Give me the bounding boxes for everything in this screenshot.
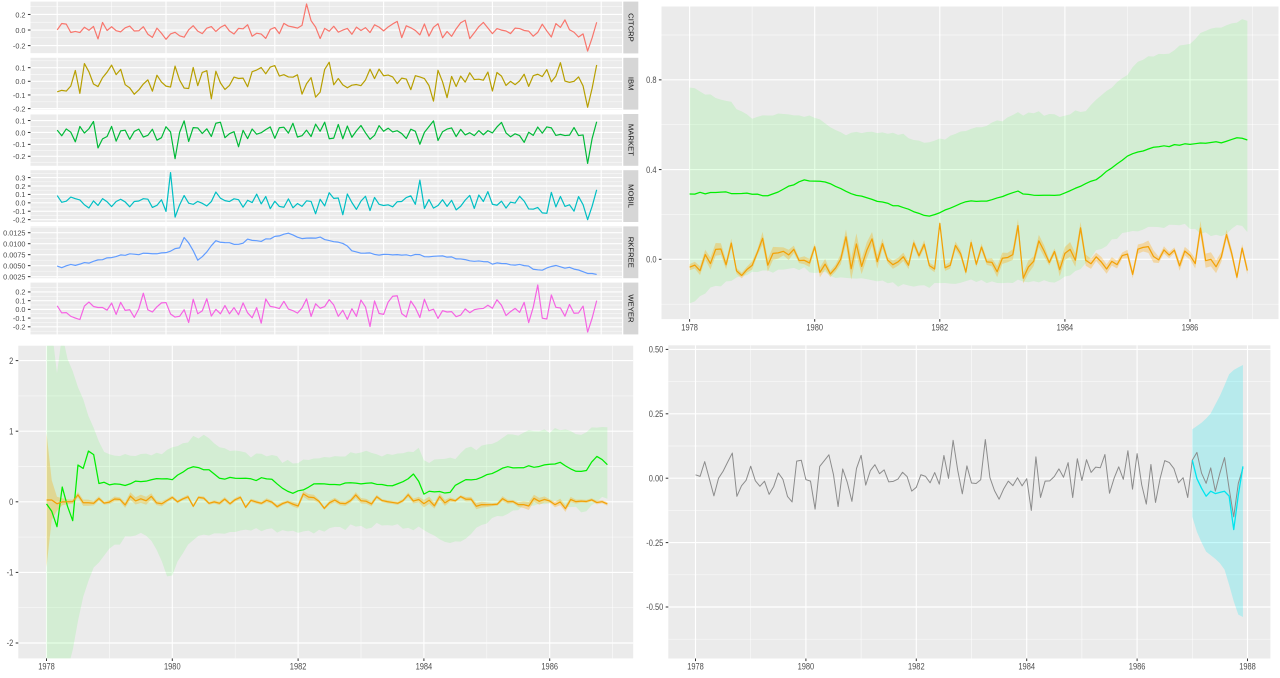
svg-text:0.25: 0.25 [649, 409, 664, 419]
svg-text:1982: 1982 [290, 662, 307, 672]
svg-text:-0.50: -0.50 [646, 603, 663, 613]
svg-text:1988: 1988 [1239, 662, 1256, 672]
svg-text:-1: -1 [7, 568, 14, 578]
svg-text:0.0025: 0.0025 [3, 272, 25, 281]
svg-text:0.0125: 0.0125 [3, 228, 25, 237]
svg-text:WEYER: WEYER [626, 294, 635, 323]
svg-text:-0.2: -0.2 [13, 215, 26, 224]
svg-text:0.2: 0.2 [15, 182, 25, 191]
svg-text:IBM: IBM [626, 77, 635, 91]
svg-text:0.0: 0.0 [15, 128, 25, 137]
svg-text:-0.2: -0.2 [13, 41, 26, 50]
svg-text:CITCRP: CITCRP [626, 13, 635, 42]
svg-text:0.2: 0.2 [15, 288, 25, 297]
svg-text:0.1: 0.1 [15, 296, 25, 305]
svg-text:1986: 1986 [1182, 323, 1199, 333]
svg-text:1984: 1984 [1057, 323, 1074, 333]
svg-text:-0.2: -0.2 [13, 152, 26, 161]
svg-text:-0.2: -0.2 [13, 322, 26, 331]
svg-text:1980: 1980 [806, 323, 823, 333]
svg-text:1986: 1986 [541, 662, 558, 672]
svg-text:1980: 1980 [798, 662, 815, 672]
svg-text:-0.1: -0.1 [13, 140, 26, 149]
svg-text:MARKET: MARKET [626, 124, 635, 156]
svg-text:RKFREE: RKFREE [626, 237, 635, 268]
svg-text:1982: 1982 [908, 662, 925, 672]
svg-text:0: 0 [9, 497, 14, 507]
svg-text:-0.1: -0.1 [13, 91, 26, 100]
svg-text:1984: 1984 [1018, 662, 1035, 672]
svg-text:0.1: 0.1 [15, 116, 25, 125]
svg-text:1: 1 [9, 427, 14, 437]
svg-text:0.0075: 0.0075 [3, 250, 25, 259]
svg-text:1978: 1978 [38, 662, 55, 672]
svg-text:-0.1: -0.1 [13, 207, 26, 216]
svg-text:2: 2 [9, 356, 14, 366]
svg-text:0.3: 0.3 [15, 173, 25, 182]
svg-text:0.0: 0.0 [15, 77, 25, 86]
svg-text:0.0: 0.0 [646, 255, 657, 265]
svg-text:1986: 1986 [1129, 662, 1146, 672]
svg-text:0.50: 0.50 [649, 345, 664, 355]
svg-text:0.1: 0.1 [15, 63, 25, 72]
svg-text:1984: 1984 [416, 662, 433, 672]
svg-text:0.00: 0.00 [649, 474, 664, 484]
svg-text:0.0: 0.0 [15, 198, 25, 207]
svg-text:MOBIL: MOBIL [626, 184, 635, 209]
svg-text:0.0050: 0.0050 [3, 261, 25, 270]
svg-text:-2: -2 [7, 639, 14, 649]
svg-text:0.8: 0.8 [646, 75, 657, 85]
svg-text:0.2: 0.2 [15, 10, 25, 19]
svg-text:0.1: 0.1 [15, 190, 25, 199]
svg-text:1982: 1982 [931, 323, 948, 333]
svg-text:0.0100: 0.0100 [3, 239, 25, 248]
svg-text:-0.25: -0.25 [646, 538, 663, 548]
svg-text:-0.2: -0.2 [13, 104, 26, 113]
svg-text:1980: 1980 [164, 662, 181, 672]
svg-text:-0.1: -0.1 [13, 314, 26, 323]
svg-text:1978: 1978 [681, 323, 698, 333]
svg-text:0.0: 0.0 [15, 26, 25, 35]
svg-text:0.4: 0.4 [646, 165, 657, 175]
svg-text:0.0: 0.0 [15, 305, 25, 314]
svg-text:1978: 1978 [687, 662, 704, 672]
